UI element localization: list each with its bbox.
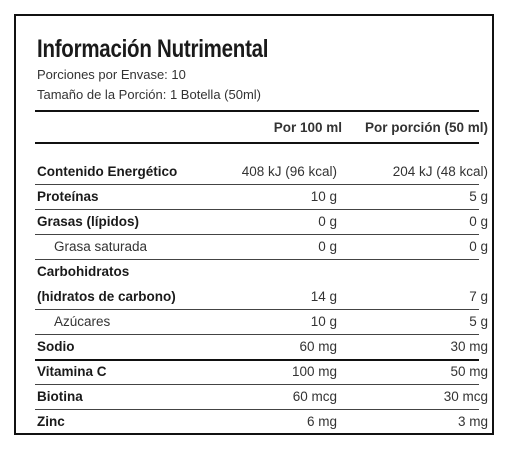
row-label: Grasas (lípidos) xyxy=(37,214,140,229)
value-per-100ml: 10 g xyxy=(310,314,337,329)
rule xyxy=(35,184,479,185)
rule xyxy=(35,209,479,210)
rule xyxy=(35,309,479,310)
column-header: Por porción (50 ml) xyxy=(364,120,488,135)
rule xyxy=(35,359,479,361)
rule xyxy=(35,334,479,335)
row-label: Contenido Energético xyxy=(37,164,178,179)
value-per-serving: 50 mg xyxy=(450,364,488,379)
value-per-100ml: 60 mg xyxy=(299,339,337,354)
value-per-100ml: 0 g xyxy=(318,239,337,254)
value-per-100ml: 408 kJ (96 kcal) xyxy=(241,164,337,179)
row-label: Sodio xyxy=(37,339,75,354)
value-per-100ml: 100 mg xyxy=(291,364,337,379)
value-per-serving: 5 g xyxy=(469,314,488,329)
row-label: (hidratos de carbono) xyxy=(37,289,176,304)
row-label: Vitamina C xyxy=(37,364,107,379)
value-per-serving: 30 mcg xyxy=(443,389,488,404)
row-label: Carbohidratos xyxy=(37,264,130,279)
row-label: Biotina xyxy=(37,389,83,404)
value-per-100ml: 14 g xyxy=(310,289,337,304)
value-per-serving: 0 g xyxy=(469,239,488,254)
row-label: Azúcares xyxy=(54,314,111,329)
value-per-100ml: 60 mcg xyxy=(292,389,337,404)
row-label: Grasa saturada xyxy=(54,239,148,254)
nutrition-panel: Información Nutrimental Porciones por En… xyxy=(14,14,494,435)
title: Información Nutrimental xyxy=(37,35,269,63)
column-header: Por 100 ml xyxy=(273,120,342,135)
value-per-100ml: 10 g xyxy=(310,189,337,204)
value-per-serving: 7 g xyxy=(469,289,488,304)
rule xyxy=(35,142,479,144)
value-per-serving: 5 g xyxy=(469,189,488,204)
rule xyxy=(35,259,479,260)
row-label: Proteínas xyxy=(37,189,99,204)
row-label: Zinc xyxy=(37,414,65,429)
servings: Porciones por Envase: 10 xyxy=(37,67,186,82)
rule xyxy=(35,409,479,410)
value-per-serving: 204 kJ (48 kcal) xyxy=(392,164,488,179)
value-per-100ml: 0 g xyxy=(318,214,337,229)
value-per-serving: 30 mg xyxy=(450,339,488,354)
rule xyxy=(35,234,479,235)
rule xyxy=(35,384,479,385)
value-per-serving: 0 g xyxy=(469,214,488,229)
serving-size: Tamaño de la Porción: 1 Botella (50ml) xyxy=(37,87,262,102)
rule xyxy=(35,110,479,112)
value-per-100ml: 6 mg xyxy=(306,414,337,429)
value-per-serving: 3 mg xyxy=(457,414,488,429)
